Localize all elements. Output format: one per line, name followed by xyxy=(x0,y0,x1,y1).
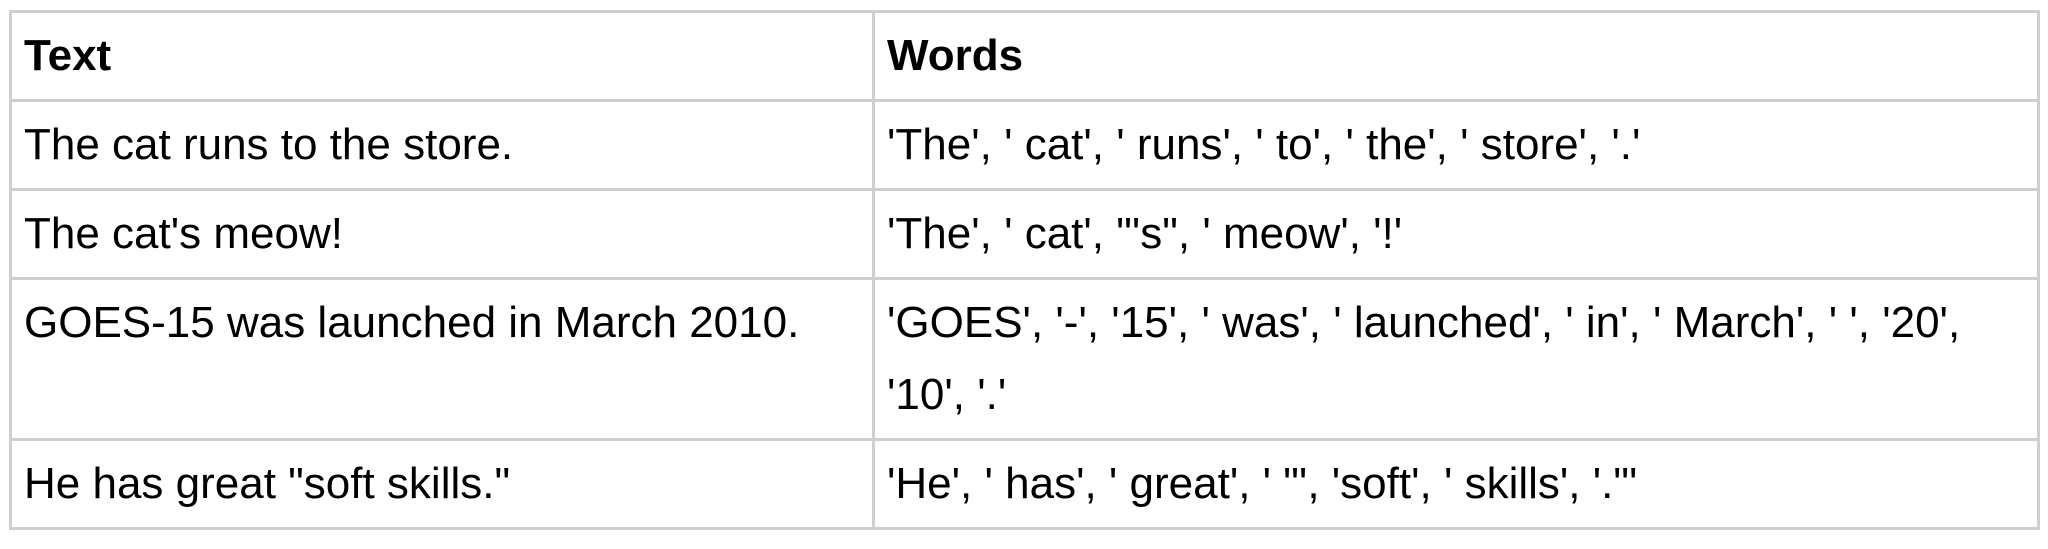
text-cell: GOES-15 was launched in March 2010. xyxy=(9,277,875,441)
words-cell: 'He', ' has', ' great', ' "', 'soft', ' … xyxy=(872,438,2040,530)
table-row: The cat's meow! 'The', ' cat', "'s", ' m… xyxy=(9,188,2040,280)
words-cell: 'The', ' cat', ' runs', ' to', ' the', '… xyxy=(872,99,2040,191)
text-cell: The cat's meow! xyxy=(9,188,875,280)
tokenization-table: Text Words The cat runs to the store. 'T… xyxy=(9,10,2040,530)
table-row: The cat runs to the store. 'The', ' cat'… xyxy=(9,99,2040,191)
header-row: Text Words xyxy=(9,10,2040,102)
text-cell: The cat runs to the store. xyxy=(9,99,875,191)
header-text: Text xyxy=(9,10,875,102)
words-cell: 'The', ' cat', "'s", ' meow', '!' xyxy=(872,188,2040,280)
text-cell: He has great "soft skills." xyxy=(9,438,875,530)
words-cell: 'GOES', '-', '15', ' was', ' launched', … xyxy=(872,277,2040,441)
table-row: He has great "soft skills." 'He', ' has'… xyxy=(9,438,2040,530)
table-row: GOES-15 was launched in March 2010. 'GOE… xyxy=(9,277,2040,441)
header-words: Words xyxy=(872,10,2040,102)
